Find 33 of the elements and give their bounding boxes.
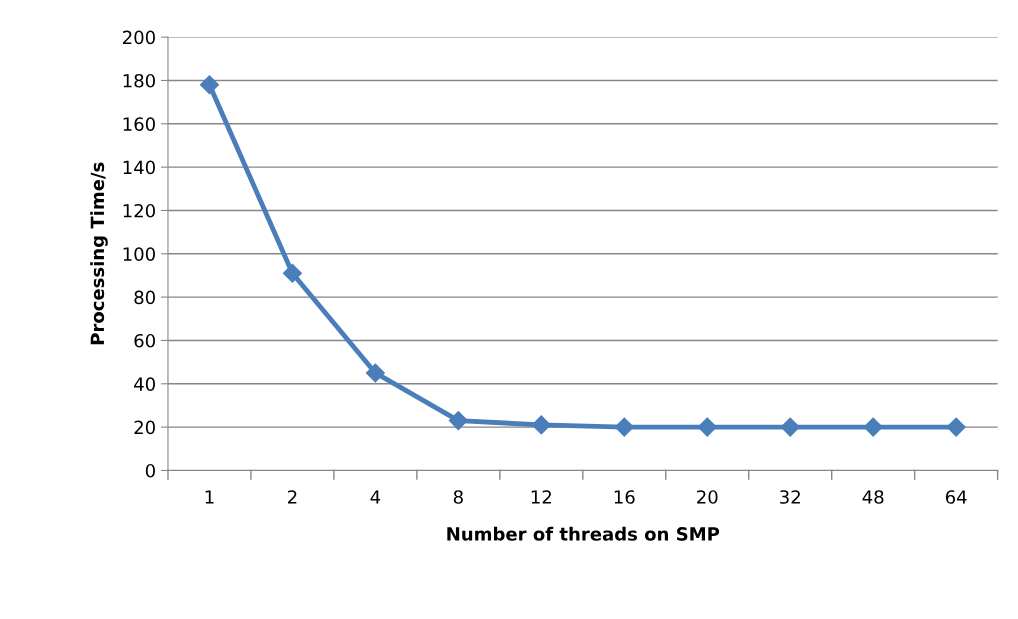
point	[199, 75, 219, 95]
point	[448, 411, 468, 431]
y-tick-label: 100	[123, 247, 155, 261]
x-tick-label: 32	[780, 490, 800, 504]
x-tick-label: 1	[205, 490, 214, 504]
point	[863, 417, 883, 437]
x-axis-title: Number of threads on SMP	[447, 526, 720, 541]
y-tick-label: 180	[123, 73, 155, 88]
point	[531, 415, 551, 435]
y-tick-label: 80	[134, 290, 155, 305]
x-tick-label: 64	[945, 490, 967, 504]
point	[780, 417, 800, 437]
x-tick-label: 48	[862, 490, 884, 504]
y-tick-label: 20	[134, 420, 155, 435]
x-tick-label: 16	[614, 490, 635, 504]
point	[697, 417, 717, 437]
y-tick-label: 160	[123, 117, 155, 131]
y-tick-label: 40	[134, 377, 155, 391]
point	[365, 363, 385, 383]
x-tick-label: 4	[370, 490, 381, 504]
x-tick-label: 2	[288, 490, 297, 504]
point	[614, 417, 634, 437]
y-tick-label: 0	[145, 463, 155, 478]
y-tick-label: 140	[123, 160, 155, 175]
y-tick-label: 200	[123, 30, 155, 45]
y-tick-label: 60	[134, 333, 155, 348]
point	[282, 263, 302, 283]
y-axis-title: Processing Time/s	[90, 162, 108, 345]
point	[946, 417, 966, 437]
y-tick-label: 120	[123, 203, 155, 218]
x-tick-label: 20	[697, 490, 718, 504]
x-tick-label: 12	[531, 490, 551, 504]
x-tick-label: 8	[453, 490, 463, 504]
